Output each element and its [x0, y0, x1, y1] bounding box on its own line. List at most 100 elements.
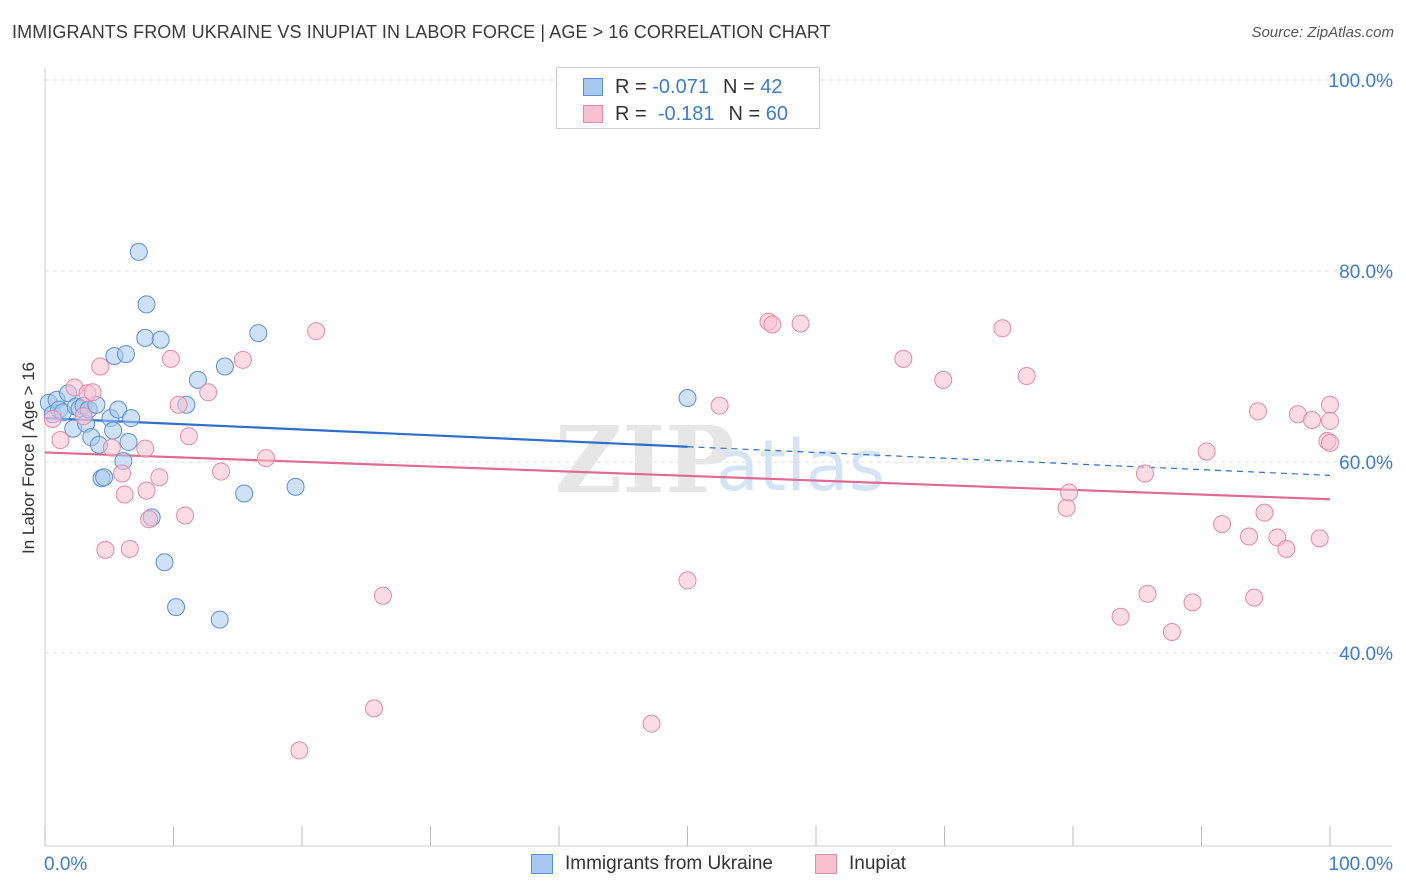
point-inupiat	[1255, 503, 1274, 522]
point-inupiat	[74, 407, 93, 426]
point-inupiat	[1017, 367, 1036, 386]
point-inupiat	[1240, 527, 1259, 546]
point-inupiat	[1321, 395, 1339, 414]
point-inupiat	[179, 427, 198, 446]
y-tick-label: 80.0%	[1339, 262, 1393, 283]
point-inupiat	[1111, 607, 1130, 626]
point-ukraine	[678, 389, 697, 408]
point-ukraine	[249, 324, 268, 343]
point-inupiat	[1138, 584, 1157, 603]
point-ukraine	[104, 421, 123, 440]
point-ukraine	[235, 484, 254, 503]
y-tick-labels: 40.0% 60.0% 80.0% 100.0%	[1329, 71, 1394, 665]
point-ukraine	[137, 295, 156, 314]
x-tick-label-min: 0.0%	[44, 854, 87, 875]
point-inupiat	[1197, 442, 1216, 461]
bottom-legend-swatch-inupiat	[815, 854, 837, 874]
x-tick-labels: 0.0% 100.0%	[44, 854, 1393, 875]
point-ukraine	[210, 610, 229, 629]
legend-row-ukraine: R = -0.071 N = 42	[583, 75, 782, 99]
legend-row-inupiat: R = -0.181 N = 60	[583, 102, 788, 126]
point-inupiat	[212, 462, 231, 481]
point-inupiat	[1310, 529, 1329, 548]
point-ukraine	[122, 409, 141, 428]
point-inupiat	[91, 357, 110, 376]
y-tick-label: 60.0%	[1339, 453, 1393, 474]
trend-line-ukraine	[44, 416, 688, 448]
point-inupiat	[290, 741, 309, 760]
y-axis-label: In Labor Force | Age > 16	[19, 362, 38, 554]
watermark: ZIP atlas	[555, 406, 885, 514]
legend-n-value: 42	[760, 75, 783, 98]
point-inupiat	[678, 571, 697, 590]
point-ukraine	[167, 598, 186, 617]
point-ukraine	[215, 357, 234, 376]
legend-swatch-inupiat	[583, 105, 603, 123]
point-inupiat	[894, 349, 913, 368]
axes	[44, 68, 1392, 847]
point-inupiat	[1060, 483, 1079, 502]
y-tick-label: 40.0%	[1339, 644, 1393, 665]
point-inupiat	[43, 410, 62, 429]
point-inupiat	[1183, 593, 1202, 612]
point-inupiat	[233, 350, 252, 369]
point-inupiat	[1303, 410, 1322, 429]
legend-swatch-ukraine	[583, 78, 603, 96]
point-inupiat	[934, 370, 953, 389]
watermark-atlas: atlas	[716, 425, 885, 507]
point-inupiat	[1213, 515, 1232, 534]
point-inupiat	[1321, 411, 1339, 430]
point-ukraine	[95, 468, 114, 487]
point-inupiat	[51, 431, 70, 450]
point-ukraine	[116, 345, 135, 364]
point-inupiat	[1245, 588, 1264, 607]
point-inupiat	[364, 699, 383, 718]
point-inupiat	[113, 464, 132, 483]
point-inupiat	[120, 539, 139, 558]
trend-line-ukraine-projection	[687, 446, 1331, 476]
legend-r-label: R =	[615, 102, 647, 125]
point-ukraine	[136, 328, 155, 347]
legend-n-label: N =	[728, 102, 761, 125]
watermark-zip: ZIP	[555, 406, 734, 514]
point-ukraine	[286, 477, 305, 496]
x-tick-label-max: 100.0%	[1329, 854, 1394, 875]
point-inupiat	[710, 396, 729, 415]
legend-n-label: N =	[722, 75, 755, 98]
point-ukraine	[119, 432, 138, 451]
bottom-legend-swatch-ukraine	[531, 854, 553, 874]
point-ukraine	[129, 242, 148, 261]
point-inupiat	[102, 438, 121, 457]
bottom-legend-label-inupiat: Inupiat	[849, 853, 907, 874]
legend-r-label: R =	[615, 75, 647, 98]
bottom-legend-inupiat: Inupiat	[815, 850, 906, 878]
y-tick-label: 100.0%	[1329, 71, 1394, 92]
point-inupiat	[199, 383, 218, 402]
point-inupiat	[136, 439, 155, 458]
point-inupiat	[137, 481, 156, 500]
source-label: Source: ZipAtlas.com	[1251, 24, 1394, 41]
point-inupiat	[307, 322, 326, 341]
legend-n-value: 60	[765, 102, 789, 125]
point-inupiat	[1162, 622, 1181, 641]
legend-r-value: -0.071	[652, 75, 709, 98]
bottom-legend-label-ukraine: Immigrants from Ukraine	[565, 853, 773, 874]
point-inupiat	[140, 510, 159, 529]
point-inupiat	[763, 315, 782, 334]
point-ukraine	[109, 400, 128, 419]
chart-title: IMMIGRANTS FROM UKRAINE VS INUPIAT IN LA…	[12, 22, 831, 42]
point-inupiat	[257, 449, 276, 468]
point-inupiat	[176, 506, 195, 525]
stats-legend: R = -0.071 N = 42 R = -0.181 N = 60	[556, 67, 820, 129]
point-inupiat	[150, 468, 169, 487]
point-inupiat	[1057, 498, 1076, 517]
point-inupiat	[993, 319, 1012, 338]
point-inupiat	[1135, 464, 1154, 483]
point-inupiat	[1321, 433, 1339, 452]
bottom-legend-ukraine: Immigrants from Ukraine	[531, 850, 773, 878]
point-inupiat	[161, 349, 180, 368]
data-points	[39, 242, 1339, 760]
point-inupiat	[1249, 402, 1268, 421]
point-inupiat	[169, 395, 188, 414]
